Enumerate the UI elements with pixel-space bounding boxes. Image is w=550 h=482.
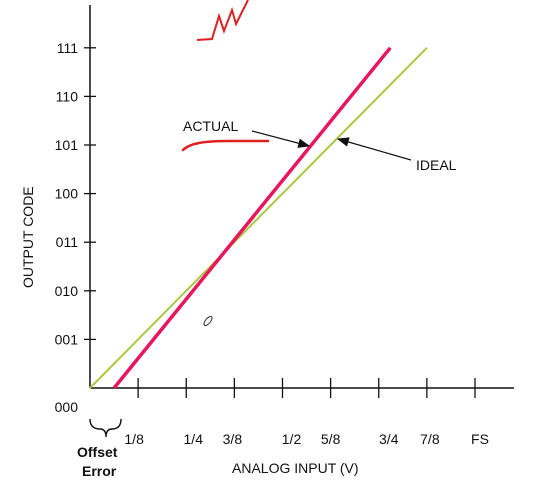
y-tick-label: 111 bbox=[57, 40, 78, 56]
annotation-ideal-label: IDEAL bbox=[416, 157, 457, 173]
annotation-ideal-arrow bbox=[336, 137, 412, 161]
x-tick-label: 1/2 bbox=[282, 431, 302, 447]
annotation-actual-arrow bbox=[251, 130, 311, 148]
y-tick-label: 110 bbox=[56, 88, 79, 104]
series-line-actual bbox=[112, 46, 392, 390]
x-tick-label: 1/8 bbox=[124, 431, 144, 447]
x-tick-label: 3/4 bbox=[379, 431, 399, 447]
offset-brace bbox=[89, 418, 122, 438]
y-tick-label: 001 bbox=[55, 331, 79, 347]
x-tick-label: 7/8 bbox=[420, 431, 440, 447]
x-tick-label: 3/8 bbox=[223, 431, 243, 447]
handwritten-underline bbox=[181, 139, 270, 152]
x-tick-label: 1/4 bbox=[184, 431, 204, 447]
x-tick-label: 5/8 bbox=[321, 431, 341, 447]
x-axis-title: ANALOG INPUT (V) bbox=[232, 460, 359, 476]
y-tick-label: 010 bbox=[55, 283, 79, 299]
y-axis-title: OUTPUT CODE bbox=[20, 186, 36, 288]
y-tick-label: 000 bbox=[55, 399, 79, 415]
series-line-ideal bbox=[89, 47, 428, 389]
y-tick-label: 100 bbox=[55, 186, 79, 202]
offset-error-label-line2: Error bbox=[82, 463, 117, 479]
y-tick-label: 011 bbox=[56, 234, 79, 250]
handwritten-scribble bbox=[196, 0, 249, 41]
stray-mark bbox=[203, 315, 213, 327]
x-tick-label: FS bbox=[471, 431, 489, 447]
offset-error-label-line1: Offset bbox=[77, 444, 118, 460]
annotation-actual-label: ACTUAL bbox=[183, 118, 238, 134]
y-tick-label: 101 bbox=[55, 137, 79, 153]
